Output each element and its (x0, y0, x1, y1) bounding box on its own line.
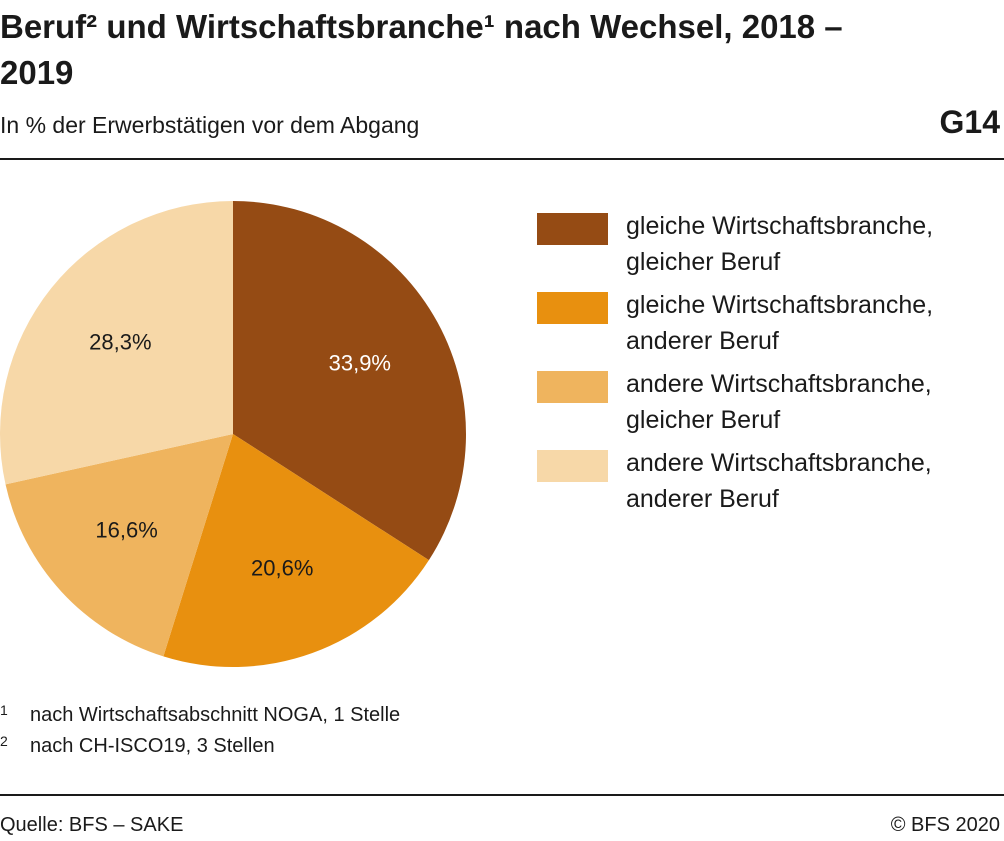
footnote-marker: 2 (0, 733, 8, 749)
legend-swatch (537, 450, 608, 482)
data-label: 33,9% (329, 351, 391, 376)
footnote-text: nach Wirtschaftsabschnitt NOGA, 1 Stelle (30, 704, 401, 726)
legend-label: gleiche Wirtschaftsbranche, anderer Beru… (626, 291, 934, 355)
copyright: © BFS 2020 (890, 814, 1000, 836)
data-label: 20,6% (251, 556, 313, 581)
footnote-text: nach CH-ISCO19, 3 Stellen (30, 735, 275, 757)
data-label: 28,3% (89, 329, 151, 354)
legend-label: gleiche Wirtschaftsbranche, gleicher Ber… (626, 212, 934, 276)
chart-subtitle: In % der Erwerbstätigen vor dem Abgang (0, 112, 420, 138)
pie-slice (233, 201, 466, 561)
footnote-marker: 1 (0, 702, 8, 718)
pie-chart: 33,9% 20,6% 16,6% 28,3% (0, 201, 608, 667)
pie-slice (0, 201, 234, 485)
source: Quelle: BFS – SAKE (0, 814, 184, 836)
legend-label: andere Wirtschaftsbranche, anderer Beruf (626, 449, 932, 513)
legend-swatch (537, 371, 608, 403)
rule (0, 158, 1004, 160)
legend-label: andere Wirtschaftsbranche, gleicher Beru… (626, 370, 932, 434)
pie-slice (163, 434, 429, 667)
data-label: 16,6% (95, 518, 157, 543)
chart-title: Beruf² und Wirtschaftsbranche¹ nach Wech… (0, 8, 843, 91)
legend-swatch (537, 213, 608, 245)
chart-id: G14 (939, 104, 1000, 140)
pie-slice (5, 434, 234, 657)
rule (0, 794, 1004, 796)
legend-swatch (537, 292, 608, 324)
